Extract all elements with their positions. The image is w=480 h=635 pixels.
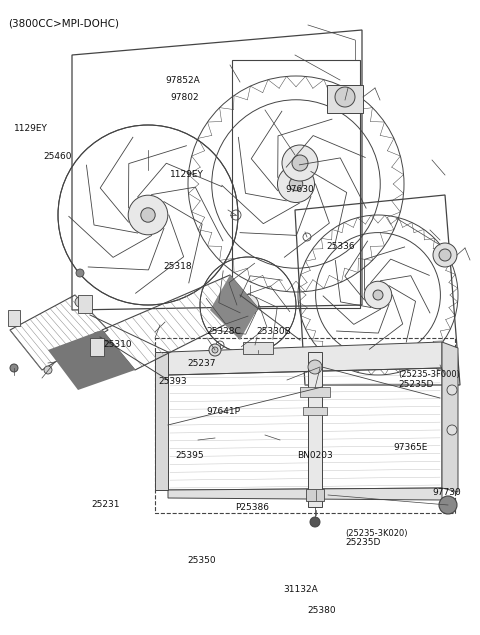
Circle shape [310, 517, 320, 527]
Text: (25235-3K020): (25235-3K020) [346, 529, 408, 538]
Circle shape [447, 385, 457, 395]
Text: 25235D: 25235D [346, 538, 381, 547]
Circle shape [439, 496, 457, 514]
Circle shape [244, 301, 252, 309]
Text: 25460: 25460 [43, 152, 72, 161]
Text: (3800CC>MPI-DOHC): (3800CC>MPI-DOHC) [8, 18, 119, 28]
Circle shape [44, 366, 52, 374]
Text: 25380: 25380 [307, 606, 336, 615]
Bar [232, 60, 360, 308]
Text: 1129EY: 1129EY [170, 170, 204, 179]
Bar [243, 342, 273, 354]
Circle shape [282, 145, 318, 181]
Text: 97852A: 97852A [166, 76, 200, 85]
Bar [303, 407, 327, 415]
Text: 25328C: 25328C [206, 327, 241, 336]
Text: 31132A: 31132A [283, 585, 318, 594]
Text: (25235-3F000): (25235-3F000) [398, 370, 460, 379]
Text: 97630: 97630 [286, 185, 314, 194]
Bar [308, 352, 322, 507]
Circle shape [277, 166, 314, 203]
Circle shape [93, 332, 103, 342]
Text: 97365E: 97365E [394, 443, 428, 452]
Circle shape [364, 281, 392, 309]
Circle shape [447, 425, 457, 435]
Text: 25310: 25310 [103, 340, 132, 349]
Text: 25395: 25395 [175, 451, 204, 460]
Text: BN0203: BN0203 [298, 451, 333, 460]
Polygon shape [48, 330, 135, 390]
Polygon shape [168, 488, 442, 500]
Circle shape [10, 364, 18, 372]
Text: 97730: 97730 [432, 488, 461, 497]
Text: 25330B: 25330B [257, 327, 291, 336]
Bar [90, 338, 104, 356]
Circle shape [209, 344, 221, 356]
Text: 25231: 25231 [91, 500, 120, 509]
Circle shape [433, 243, 457, 267]
Circle shape [75, 297, 85, 307]
Bar [8, 310, 20, 326]
Text: 25393: 25393 [158, 377, 187, 385]
Bar [306, 489, 324, 501]
Text: 25235D: 25235D [398, 380, 434, 389]
Circle shape [373, 290, 383, 300]
Bar [327, 85, 363, 113]
Circle shape [238, 295, 259, 316]
Text: 25350: 25350 [187, 556, 216, 565]
Text: 25336: 25336 [326, 242, 355, 251]
Circle shape [76, 269, 84, 277]
Polygon shape [168, 342, 442, 375]
Circle shape [292, 155, 308, 171]
Circle shape [308, 360, 322, 374]
Circle shape [128, 195, 168, 235]
Circle shape [141, 208, 155, 222]
Circle shape [439, 249, 451, 261]
Bar [300, 387, 330, 397]
Bar [78, 295, 92, 313]
Circle shape [335, 87, 355, 107]
Polygon shape [155, 352, 168, 490]
Circle shape [289, 177, 303, 190]
Text: 25318: 25318 [163, 262, 192, 271]
Text: 97641P: 97641P [206, 407, 240, 416]
Polygon shape [442, 342, 458, 492]
Polygon shape [210, 275, 258, 340]
Text: 97802: 97802 [170, 93, 199, 102]
Text: 25237: 25237 [187, 359, 216, 368]
Bar [155, 338, 455, 513]
Text: P25386: P25386 [235, 504, 269, 512]
Text: 1129EY: 1129EY [14, 124, 48, 133]
Circle shape [212, 347, 218, 353]
